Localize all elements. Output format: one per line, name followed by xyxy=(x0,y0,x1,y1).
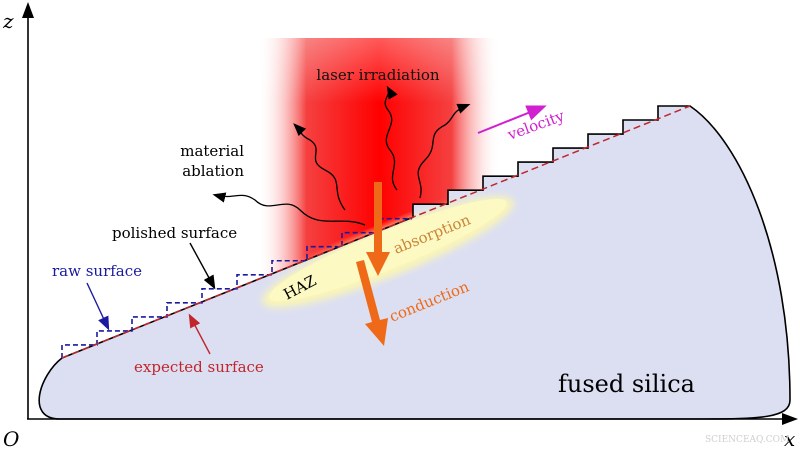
z-axis-label: z xyxy=(2,9,14,33)
expected-surface-label: expected surface xyxy=(134,358,264,376)
watermark: SCIENCEAQ.COM xyxy=(705,435,789,445)
expected-pointer xyxy=(188,313,211,355)
absorption-arrow xyxy=(366,182,390,276)
raw-pointer xyxy=(86,282,110,331)
fused-silica-label: fused silica xyxy=(558,370,695,398)
material-ablation-label-1: material xyxy=(180,142,244,160)
raw-surface-label: raw surface xyxy=(52,262,142,280)
raw-surface-steps xyxy=(61,217,412,358)
polished-pointer xyxy=(189,242,216,290)
origin-label: O xyxy=(3,427,19,450)
x-axis-label: x xyxy=(784,427,795,450)
heat-arrows xyxy=(356,182,390,346)
body-outline xyxy=(38,105,791,420)
velocity-label: velocity xyxy=(504,107,567,145)
laser-irradiation-label: laser irradiation xyxy=(316,66,440,84)
ablation-arrows xyxy=(212,85,471,226)
polished-surface-label: polished surface xyxy=(112,224,237,242)
expected-surface-line xyxy=(61,105,691,359)
conduction-arrow xyxy=(356,260,388,346)
velocity-arrow xyxy=(477,105,547,134)
material-ablation-label-2: ablation xyxy=(182,162,244,180)
